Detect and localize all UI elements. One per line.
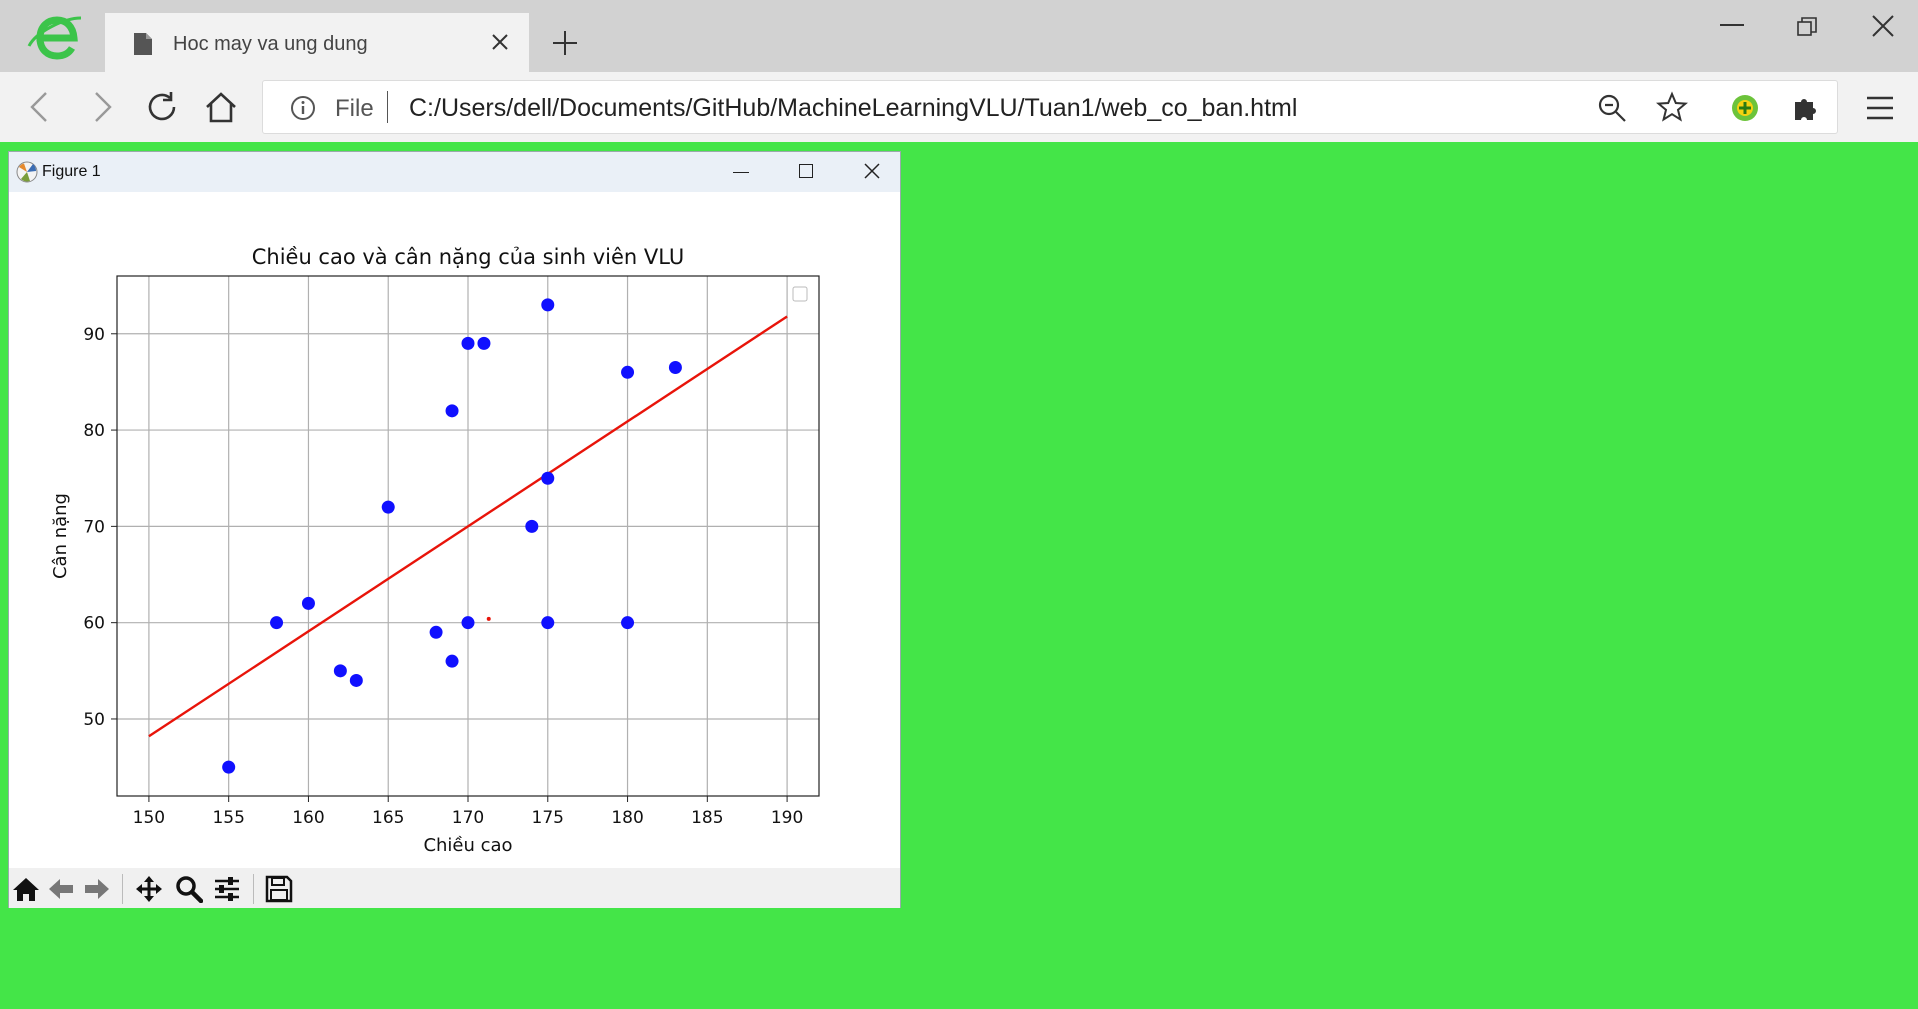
home-icon[interactable] [203, 89, 239, 125]
figure-close-icon[interactable] [864, 163, 880, 179]
url-text[interactable]: C:/Users/dell/Documents/GitHub/MachineLe… [409, 94, 1298, 122]
figure-maximize-icon[interactable] [799, 164, 813, 178]
data-points-layer [222, 298, 682, 774]
y-tick-label: 80 [83, 421, 105, 441]
back-chevron-icon[interactable] [22, 89, 58, 125]
data-point [301, 596, 315, 610]
url-separator [387, 91, 388, 123]
data-point [445, 654, 459, 668]
x-tick-label: 160 [292, 808, 324, 828]
address-bar[interactable]: File C:/Users/dell/Documents/GitHub/Mach… [262, 80, 1838, 134]
x-tick-label: 180 [611, 808, 643, 828]
zoom-out-icon[interactable] [1597, 93, 1627, 123]
x-axis-label: Chiều cao [423, 835, 512, 856]
data-point [621, 616, 635, 630]
data-point [525, 519, 539, 533]
scatter-chart: 150 155 160 165 170 175 180 185 190 50 60 70 80 90 C… [50, 245, 820, 856]
pan-icon[interactable] [135, 875, 163, 903]
configure-subplots-icon[interactable] [213, 875, 241, 903]
tab-title: Hoc may va ung dung [173, 33, 368, 55]
data-point [668, 360, 682, 374]
zoom-magnifier-icon[interactable] [175, 875, 203, 903]
info-icon[interactable] [290, 95, 316, 121]
regression-line [148, 315, 788, 738]
bookmark-star-icon[interactable] [1656, 91, 1688, 123]
extensions-puzzle-icon[interactable] [1791, 93, 1821, 123]
y-tick-label: 70 [83, 517, 105, 537]
browser-logo-icon [27, 16, 82, 60]
data-point [477, 336, 491, 350]
data-point [621, 365, 635, 379]
x-tick-label: 150 [133, 808, 165, 828]
regression-line-layer [148, 315, 788, 738]
data-point [461, 616, 475, 630]
y-tick-label: 90 [83, 325, 105, 345]
document-icon [134, 33, 152, 55]
toolbar-separator [122, 874, 123, 904]
x-tick-label: 185 [691, 808, 723, 828]
x-tick-label: 170 [452, 808, 484, 828]
window-minimize-icon[interactable] [1720, 24, 1744, 26]
data-point [381, 500, 395, 514]
x-tick-label: 175 [532, 808, 564, 828]
browser-nav-bar: File C:/Users/dell/Documents/GitHub/Mach… [0, 72, 1918, 142]
new-tab-plus-icon[interactable] [551, 29, 579, 57]
figure-minimize-icon[interactable] [733, 172, 749, 173]
data-point [270, 616, 284, 630]
data-point [461, 336, 475, 350]
forward-chevron-icon[interactable] [84, 89, 120, 125]
toolbar-separator [253, 874, 254, 904]
legend-box [792, 286, 808, 302]
x-tick-label: 155 [212, 808, 244, 828]
small-marker-point [486, 616, 491, 621]
data-point [222, 760, 236, 774]
figure-toolbar [9, 868, 900, 908]
y-tick-label: 60 [83, 614, 105, 634]
reload-icon[interactable] [144, 89, 180, 125]
figure-titlebar[interactable]: Figure 1 [9, 152, 900, 192]
data-point [333, 664, 347, 678]
menu-hamburger-icon[interactable] [1866, 96, 1894, 120]
data-point [541, 298, 555, 312]
browser-tab-bar: Hoc may va ung dung [0, 0, 1918, 72]
chart-grid [117, 276, 819, 796]
url-scheme-label: File [335, 95, 374, 122]
matplotlib-app-icon [16, 161, 38, 183]
window-restore-icon[interactable] [1796, 16, 1818, 38]
window-close-icon[interactable] [1870, 13, 1896, 39]
data-point [429, 625, 443, 639]
forward-arrow-icon[interactable] [83, 875, 111, 903]
y-tick-label: 50 [83, 710, 105, 730]
data-point [349, 673, 363, 687]
y-tick-labels: 50 60 70 80 90 [83, 325, 117, 730]
y-axis-label: Cân nặng [50, 493, 71, 579]
browser-tab[interactable]: Hoc may va ung dung [105, 13, 529, 72]
home-icon[interactable] [12, 875, 40, 903]
data-point [445, 404, 459, 418]
data-point [541, 616, 555, 630]
plot-area: 150 155 160 165 170 175 180 185 190 50 60 70 80 90 C… [9, 192, 900, 868]
back-arrow-icon[interactable] [47, 875, 75, 903]
save-icon[interactable] [265, 875, 293, 903]
figure-title: Figure 1 [42, 163, 101, 180]
x-tick-label: 165 [372, 808, 404, 828]
x-tick-label: 190 [771, 808, 803, 828]
data-point [541, 471, 555, 485]
chart-title: Chiều cao và cân nặng của sinh viên VLU [252, 245, 685, 269]
x-tick-labels: 150 155 160 165 170 175 180 185 190 [133, 796, 803, 828]
extension-plus-icon[interactable] [1730, 93, 1760, 123]
figure-window: Figure 1 150 155 160 165 170 175 180 185 190 50 6… [8, 151, 901, 908]
tab-close-icon[interactable] [489, 31, 511, 53]
